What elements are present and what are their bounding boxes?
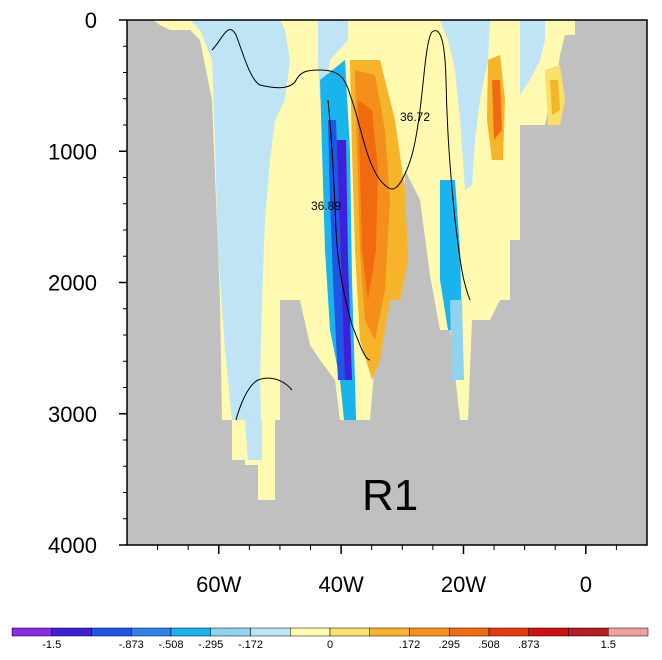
y-tick-label: 0 [85, 8, 97, 33]
contour-line-36.89 [327, 99, 371, 361]
x-tick-label: 40W [318, 572, 363, 597]
contour-label-36.72: 36.72 [400, 110, 430, 124]
contour-line-36.72 [211, 29, 471, 301]
x-tick-label: 20W [441, 572, 486, 597]
colorbar-swatch [91, 627, 132, 637]
colorbar-label: .172 [399, 639, 420, 651]
contour-label-36.89: 36.89 [311, 199, 341, 213]
warm-core-13w [492, 80, 502, 140]
light-blue-region-right [520, 20, 545, 95]
hot-core-35w [358, 100, 378, 300]
y-tick-label: 4000 [48, 533, 97, 558]
colorbar-swatch [568, 627, 609, 637]
colorbar-label: -.172 [238, 639, 263, 651]
y-tick-label: 1000 [48, 139, 97, 164]
x-tick-label: 60W [196, 572, 241, 597]
colorbar-label: .873 [518, 639, 539, 651]
panel-label: R1 [362, 471, 418, 520]
y-axis: 0 1000 2000 3000 4000 [48, 8, 127, 558]
colorbar-swatch [488, 627, 529, 637]
blue-column-22w [440, 180, 462, 330]
warm-core-5w [550, 80, 560, 115]
colorbar-label: 0 [327, 639, 333, 651]
x-tick-label: 0 [580, 572, 592, 597]
colorbar-swatch [608, 627, 649, 637]
colorbar-label: .508 [478, 639, 499, 651]
light-blue-region-left [190, 20, 290, 460]
colorbar-swatch [528, 627, 569, 637]
colorbar-swatch [51, 627, 92, 637]
colorbar-swatch [290, 627, 331, 637]
colorbar-swatch [170, 627, 211, 637]
colorbar-label: -.873 [119, 639, 144, 651]
colorbar-swatch [369, 627, 410, 637]
colorbar-label: -.508 [158, 639, 183, 651]
blue-deep-40w [328, 120, 345, 380]
light-blue-region-mid [440, 20, 490, 190]
colorbar-swatch [449, 627, 490, 637]
colorbar: -1.5 -.873 -.508 -.295 -.172 0 .172 .295 .508 .87… [11, 627, 649, 651]
colorbar-swatch [329, 627, 370, 637]
y-tick-label: 3000 [48, 402, 97, 427]
colorbar-label: -1.5 [42, 639, 61, 651]
y-tick-label: 2000 [48, 271, 97, 296]
plot-area: 36.72 36.89 R1 [127, 20, 647, 545]
colorbar-label: .295 [439, 639, 460, 651]
blue-light-22w [450, 300, 464, 380]
colorbar-swatch [131, 627, 172, 637]
colorbar-label: -.295 [198, 639, 223, 651]
colorbar-swatch [250, 627, 291, 637]
colorbar-label: 1.5 [601, 639, 616, 651]
colorbar-swatch [210, 627, 251, 637]
light-blue-region-deep-left [245, 420, 262, 460]
x-axis: 60W 40W 20W 0 [157, 545, 617, 597]
contour-line-deep [235, 377, 293, 421]
colorbar-swatch [11, 627, 52, 637]
colorbar-swatch [409, 627, 450, 637]
